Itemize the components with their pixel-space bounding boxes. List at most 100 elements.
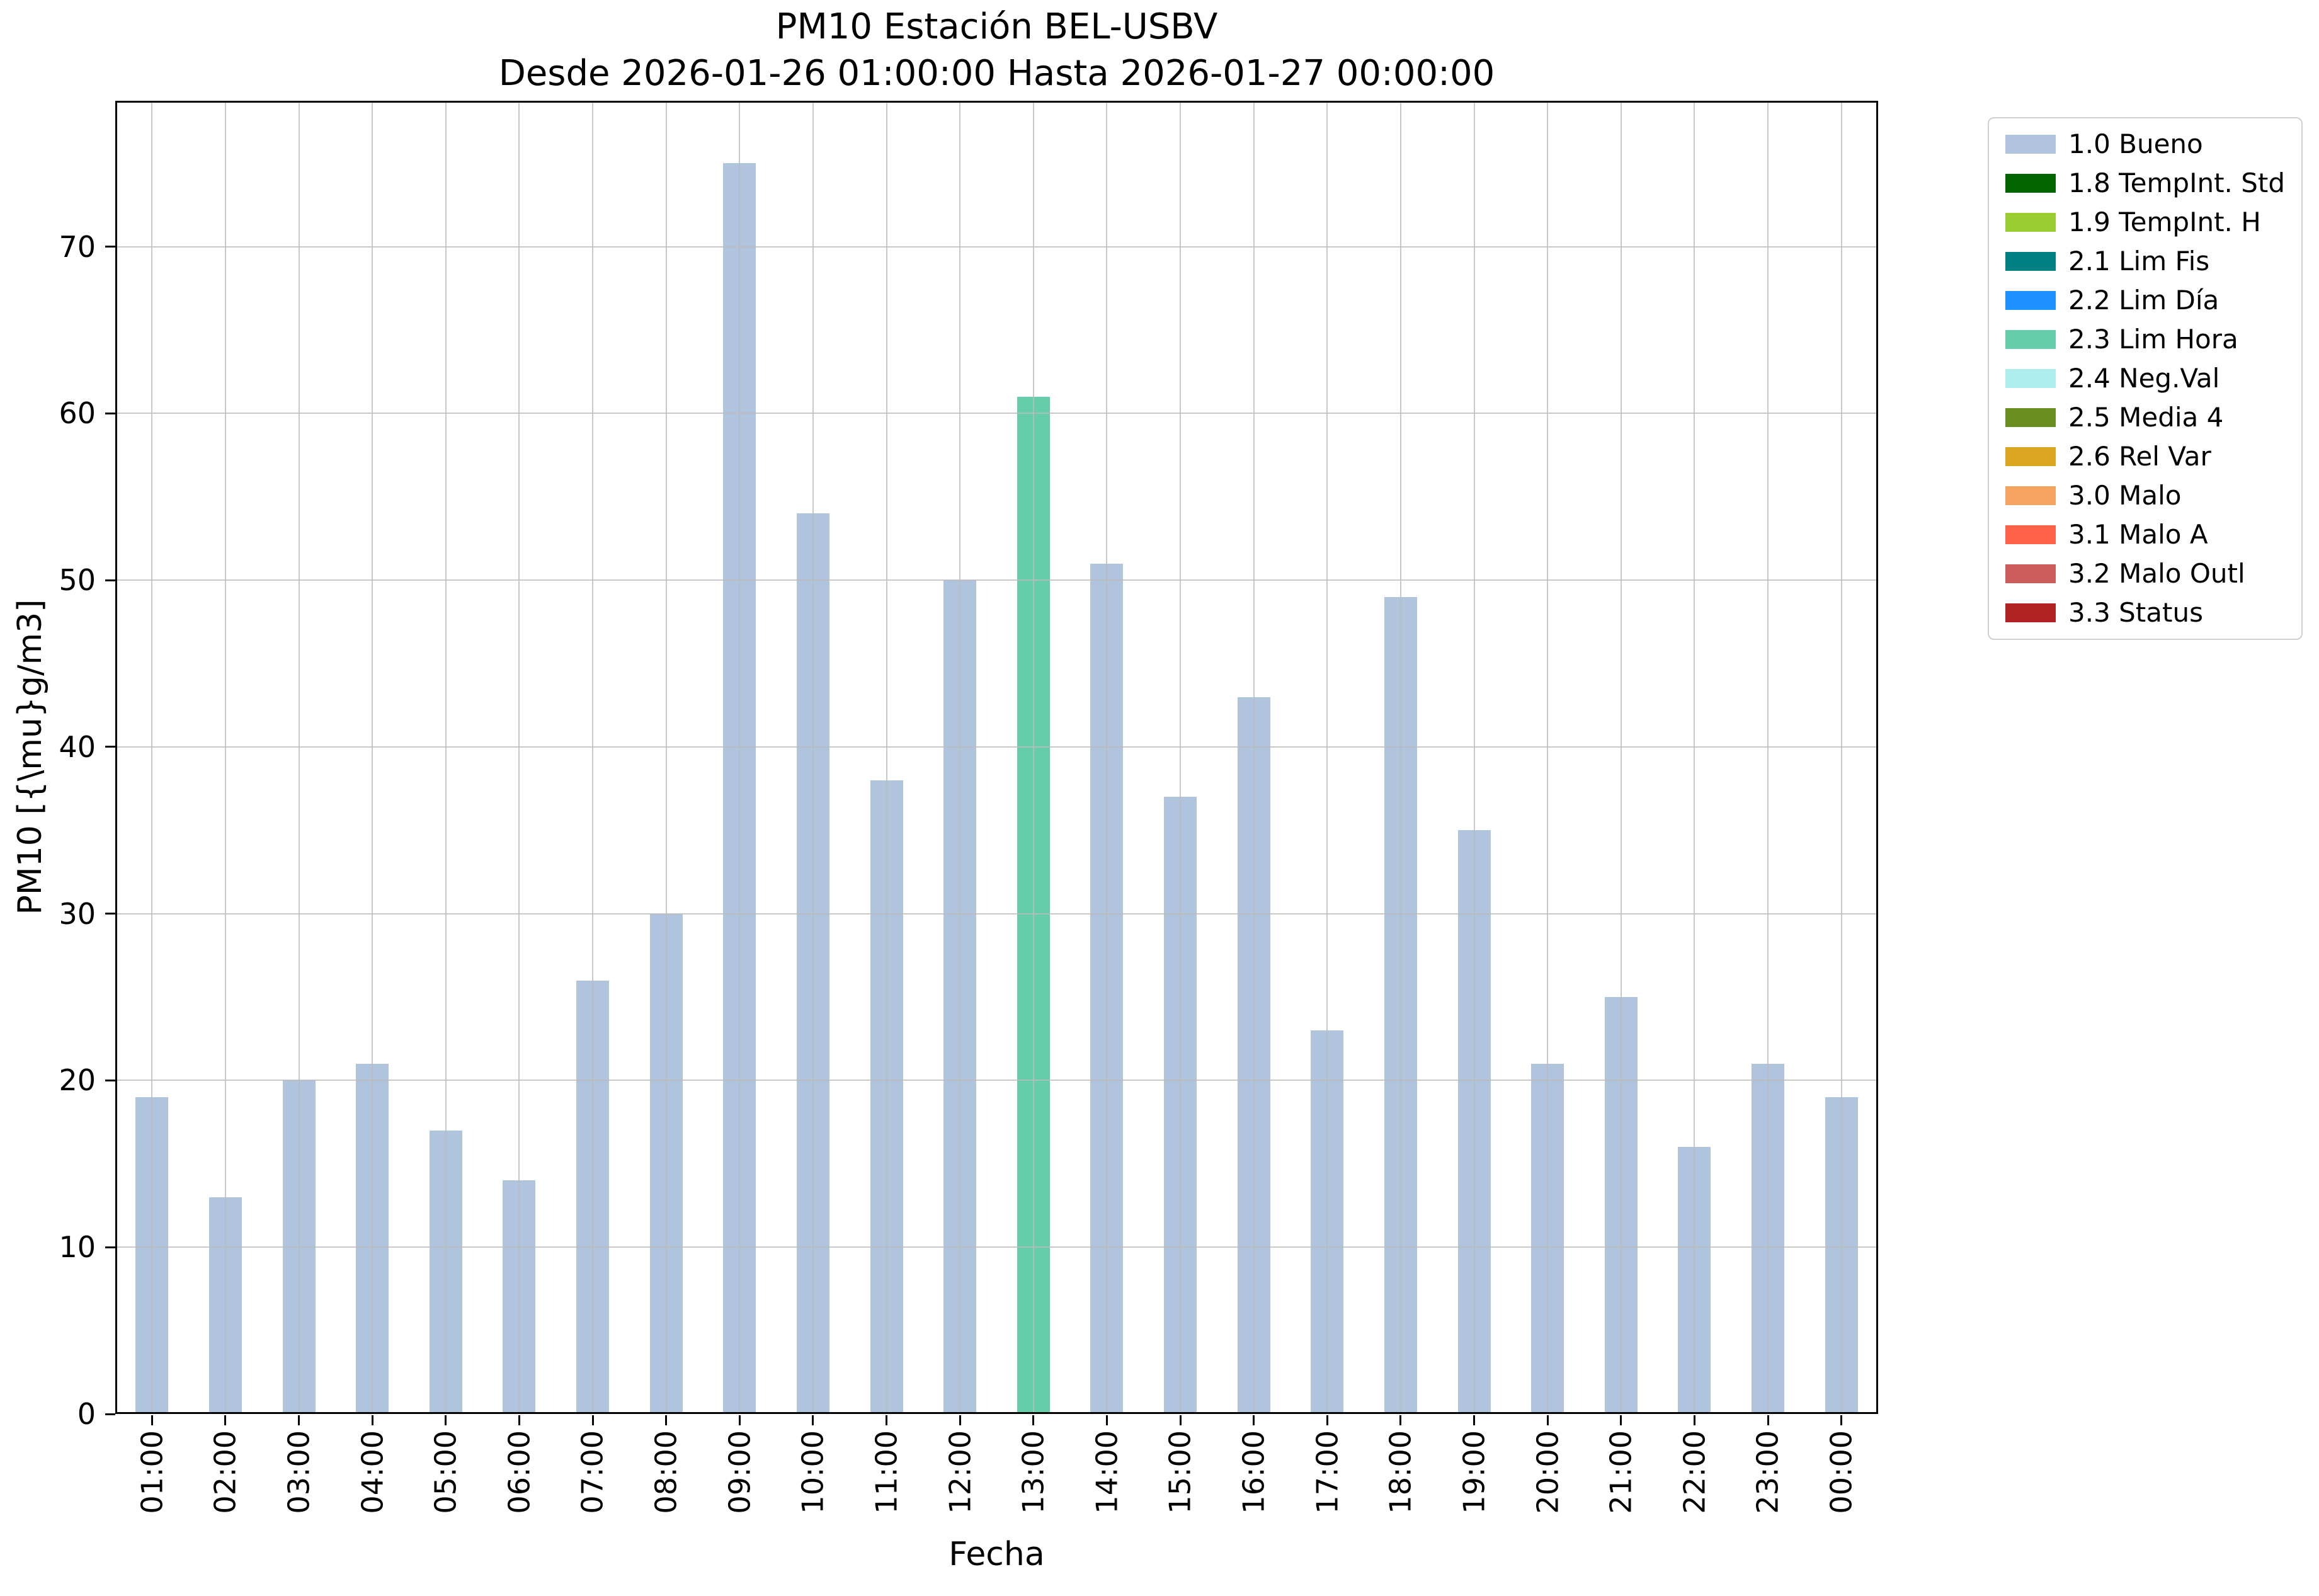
y-tick <box>105 246 115 248</box>
x-gridline <box>445 101 447 1414</box>
x-tick-label-text: 21:00 <box>1604 1430 1638 1514</box>
legend-label: 2.5 Media 4 <box>2068 402 2224 433</box>
x-tick <box>1840 1415 1843 1425</box>
chart-subtitle: Desde 2026-01-26 01:00:00 Hasta 2026-01-… <box>498 53 1495 94</box>
x-gridline <box>739 101 741 1414</box>
legend: 1.0 Bueno 1.8 TempInt. Std 1.9 TempInt. H 2… <box>1988 117 2303 640</box>
legend-label: 3.0 Malo <box>2068 480 2182 511</box>
x-tick <box>151 1415 153 1425</box>
y-tick-label: 40 <box>59 729 96 764</box>
legend-label: 1.0 Bueno <box>2068 128 2203 159</box>
legend-label: 2.2 Lim Día <box>2068 285 2219 316</box>
legend-row: 2.5 Media 4 <box>2005 403 2285 432</box>
x-gridline <box>1767 101 1769 1414</box>
x-tick <box>1546 1415 1549 1425</box>
y-tick-label: 30 <box>59 896 96 931</box>
x-tick-label-text: 04:00 <box>355 1430 390 1514</box>
x-tick <box>298 1415 300 1425</box>
x-tick-label-text: 07:00 <box>576 1430 610 1514</box>
legend-label: 2.1 Lim Fis <box>2068 246 2210 276</box>
x-tick <box>371 1415 373 1425</box>
x-tick <box>738 1415 741 1425</box>
x-gridline <box>1694 101 1695 1414</box>
legend-label: 3.1 Malo A <box>2068 519 2208 550</box>
legend-row: 2.2 Lim Día <box>2005 286 2285 315</box>
x-gridline <box>959 101 961 1414</box>
legend-swatch <box>2005 369 2056 388</box>
legend-row: 2.3 Lim Hora <box>2005 325 2285 354</box>
x-tick <box>1326 1415 1328 1425</box>
y-tick <box>105 579 115 581</box>
x-gridline <box>1473 101 1475 1414</box>
x-tick-label-text: 18:00 <box>1383 1430 1418 1514</box>
x-tick-label-text: 02:00 <box>208 1430 242 1514</box>
y-gridline <box>115 1080 1878 1081</box>
legend-label: 1.9 TempInt. H <box>2068 207 2261 237</box>
y-tick <box>105 1246 115 1248</box>
x-tick-label-text: 06:00 <box>502 1430 537 1514</box>
y-gridline <box>115 746 1878 748</box>
legend-label: 1.8 TempInt. Std <box>2068 168 2286 198</box>
x-tick <box>445 1415 447 1425</box>
x-tick <box>1105 1415 1108 1425</box>
x-gridline <box>372 101 373 1414</box>
x-gridline <box>1032 101 1034 1414</box>
y-gridline <box>115 246 1878 248</box>
y-tick-label: 0 <box>77 1397 96 1431</box>
x-tick-label-text: 08:00 <box>649 1430 683 1514</box>
y-tick <box>105 412 115 414</box>
y-gridline <box>115 1246 1878 1248</box>
y-tick-label: 10 <box>59 1230 96 1265</box>
legend-row: 1.0 Bueno <box>2005 130 2285 159</box>
x-tick-label-text: 19:00 <box>1457 1430 1491 1514</box>
x-gridline <box>224 101 226 1414</box>
y-tick-label: 50 <box>59 563 96 598</box>
x-tick-label-text: 11:00 <box>869 1430 904 1514</box>
x-tick <box>591 1415 594 1425</box>
chart-header: PM10 Estación BEL-USBV Desde 2026-01-26 … <box>115 4 1878 97</box>
x-gridline <box>1180 101 1182 1414</box>
x-gridline <box>298 101 300 1414</box>
y-tick <box>105 746 115 748</box>
x-gridline <box>886 101 887 1414</box>
x-gridline <box>1253 101 1255 1414</box>
x-tick-label-text: 01:00 <box>135 1430 169 1514</box>
x-tick-label-text: 09:00 <box>722 1430 757 1514</box>
y-gridline <box>115 413 1878 414</box>
legend-swatch <box>2005 486 2056 505</box>
x-tick <box>665 1415 668 1425</box>
legend-row: 1.9 TempInt. H <box>2005 208 2285 237</box>
x-tick <box>812 1415 814 1425</box>
legend-row: 2.1 Lim Fis <box>2005 247 2285 276</box>
x-tick <box>959 1415 961 1425</box>
x-gridline <box>592 101 594 1414</box>
x-tick-label-text: 16:00 <box>1236 1430 1271 1514</box>
y-tick-label: 60 <box>59 396 96 431</box>
x-tick-label-text: 13:00 <box>1016 1430 1051 1514</box>
x-axis-label: Fecha <box>949 1536 1045 1573</box>
x-tick <box>1767 1415 1769 1425</box>
y-tick <box>105 1413 115 1415</box>
x-tick <box>1620 1415 1622 1425</box>
x-tick-label-text: 05:00 <box>428 1430 463 1514</box>
legend-row: 3.0 Malo <box>2005 481 2285 510</box>
x-tick-label-text: 12:00 <box>943 1430 977 1514</box>
legend-swatch <box>2005 174 2056 193</box>
x-tick-label-text: 20:00 <box>1530 1430 1565 1514</box>
legend-label: 2.4 Neg.Val <box>2068 363 2220 394</box>
x-gridline <box>1547 101 1549 1414</box>
legend-row: 3.3 Status <box>2005 598 2285 627</box>
x-tick-label-text: 03:00 <box>282 1430 316 1514</box>
x-tick-label-text: 17:00 <box>1310 1430 1345 1514</box>
legend-label: 2.6 Rel Var <box>2068 441 2211 472</box>
legend-swatch <box>2005 603 2056 622</box>
y-gridline <box>115 579 1878 581</box>
y-tick-label: 20 <box>59 1063 96 1098</box>
legend-swatch <box>2005 330 2056 349</box>
x-gridline <box>665 101 667 1414</box>
x-gridline <box>1840 101 1842 1414</box>
legend-row: 3.1 Malo A <box>2005 520 2285 549</box>
x-tick <box>518 1415 520 1425</box>
legend-swatch <box>2005 252 2056 271</box>
